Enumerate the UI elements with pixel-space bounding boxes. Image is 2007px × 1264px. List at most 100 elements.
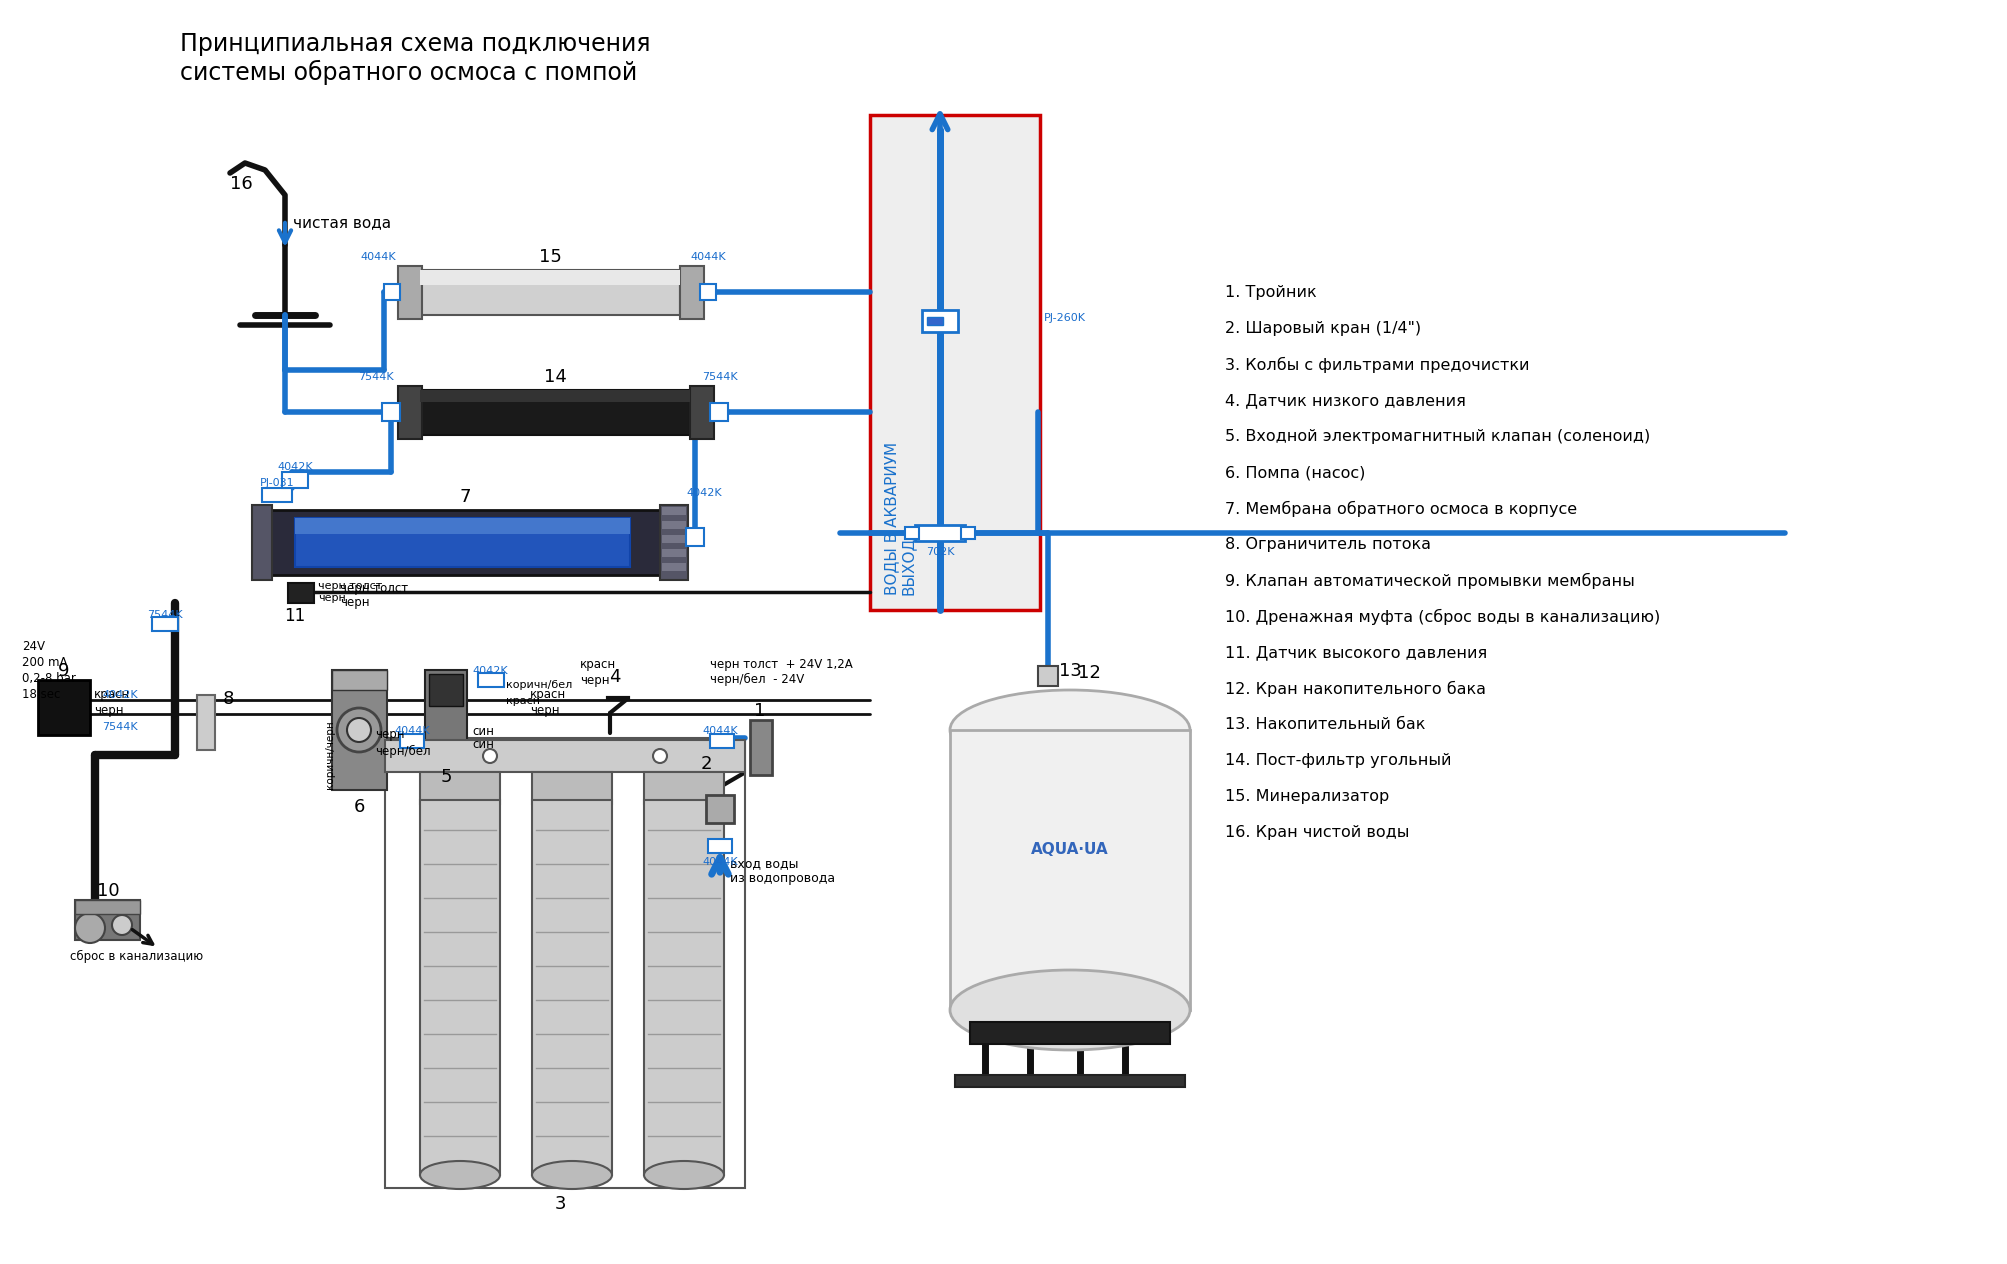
Bar bbox=[680, 265, 704, 319]
Text: 10. Дренажная муфта (сброс воды в канализацию): 10. Дренажная муфта (сброс воды в канали… bbox=[1224, 609, 1660, 626]
Text: 4042K: 4042K bbox=[472, 666, 508, 676]
Bar bbox=[478, 672, 504, 688]
Bar bbox=[905, 527, 919, 538]
Text: 6. Помпа (насос): 6. Помпа (насос) bbox=[1224, 465, 1365, 480]
Bar bbox=[385, 739, 745, 772]
Bar bbox=[419, 270, 680, 315]
Bar bbox=[869, 115, 1040, 611]
Bar bbox=[921, 310, 957, 332]
Text: 4042K: 4042K bbox=[686, 488, 721, 498]
Text: 5. Входной электромагнитный клапан (соленоид): 5. Входной электромагнитный клапан (соле… bbox=[1224, 428, 1650, 444]
Text: 7544K: 7544K bbox=[357, 372, 393, 382]
Text: 4042K: 4042K bbox=[102, 690, 138, 700]
Bar bbox=[74, 900, 140, 914]
Text: 12. Кран накопительного бака: 12. Кран накопительного бака bbox=[1224, 681, 1485, 698]
Text: черн: черн bbox=[580, 674, 610, 688]
Text: 10: 10 bbox=[96, 882, 118, 900]
Text: син: син bbox=[472, 738, 494, 751]
Text: 1. Тройник: 1. Тройник bbox=[1224, 284, 1317, 300]
Bar bbox=[662, 521, 686, 530]
Text: чистая вода: чистая вода bbox=[293, 215, 391, 230]
Text: 4044K: 4044K bbox=[702, 726, 737, 736]
Text: 0,2-8 bar: 0,2-8 bar bbox=[22, 672, 76, 685]
Bar bbox=[644, 772, 725, 804]
Text: 16. Кран чистой воды: 16. Кран чистой воды bbox=[1224, 825, 1409, 841]
Bar bbox=[385, 738, 745, 1188]
Text: 9: 9 bbox=[58, 662, 70, 680]
Bar bbox=[949, 731, 1190, 1010]
Text: красн: красн bbox=[530, 688, 566, 702]
Bar bbox=[38, 680, 90, 734]
Bar bbox=[662, 549, 686, 557]
Circle shape bbox=[652, 750, 666, 763]
Bar bbox=[261, 488, 291, 502]
Bar bbox=[751, 720, 771, 775]
Bar bbox=[153, 617, 179, 631]
Bar bbox=[331, 670, 387, 790]
Circle shape bbox=[112, 915, 132, 935]
Text: 4. Датчик низкого давления: 4. Датчик низкого давления bbox=[1224, 393, 1465, 408]
Text: 5: 5 bbox=[440, 769, 452, 786]
Bar bbox=[690, 386, 714, 439]
Text: ВЫХОД: ВЫХОД bbox=[899, 537, 915, 595]
Text: 14: 14 bbox=[544, 368, 566, 386]
Bar bbox=[532, 772, 612, 804]
Text: 7: 7 bbox=[460, 488, 470, 506]
Text: черн: черн bbox=[530, 704, 560, 717]
Text: 4042K: 4042K bbox=[277, 463, 313, 471]
Text: 3: 3 bbox=[554, 1194, 566, 1213]
Bar bbox=[700, 284, 716, 300]
Bar bbox=[399, 734, 423, 748]
Ellipse shape bbox=[532, 1162, 612, 1189]
Bar bbox=[927, 317, 943, 325]
Bar bbox=[662, 562, 686, 571]
Text: 13. Накопительный бак: 13. Накопительный бак bbox=[1224, 717, 1425, 732]
Bar bbox=[331, 670, 387, 690]
Bar bbox=[961, 527, 975, 538]
Bar bbox=[915, 525, 965, 541]
Text: 2. Шаровый кран (1/4"): 2. Шаровый кран (1/4") bbox=[1224, 321, 1421, 336]
Text: 12: 12 bbox=[1078, 664, 1100, 683]
Bar bbox=[425, 670, 468, 760]
Text: коричн/черн: коричн/черн bbox=[325, 720, 335, 789]
Bar bbox=[419, 772, 500, 804]
Text: 4044K: 4044K bbox=[690, 252, 725, 262]
Text: 200 mA: 200 mA bbox=[22, 656, 68, 669]
Bar bbox=[644, 800, 725, 1176]
Text: 4044K: 4044K bbox=[393, 726, 429, 736]
Bar bbox=[662, 535, 686, 544]
Bar bbox=[397, 386, 421, 439]
Text: 7. Мембрана обратного осмоса в корпусе: 7. Мембрана обратного осмоса в корпусе bbox=[1224, 501, 1575, 517]
Text: 11. Датчик высокого давления: 11. Датчик высокого давления bbox=[1224, 645, 1487, 660]
Text: 7544K: 7544K bbox=[102, 722, 138, 732]
Bar bbox=[419, 391, 690, 435]
Text: 15. Минерализатор: 15. Минерализатор bbox=[1224, 789, 1389, 804]
Ellipse shape bbox=[644, 1162, 725, 1189]
Bar bbox=[708, 839, 733, 853]
Text: 8. Ограничитель потока: 8. Ограничитель потока bbox=[1224, 537, 1431, 552]
Text: 16: 16 bbox=[231, 174, 253, 193]
Text: 7544K: 7544K bbox=[702, 372, 737, 382]
Text: 14. Пост-фильтр угольный: 14. Пост-фильтр угольный bbox=[1224, 753, 1451, 769]
Text: 1: 1 bbox=[755, 702, 765, 720]
Text: 2: 2 bbox=[700, 755, 710, 774]
Bar bbox=[710, 403, 729, 421]
Text: 6: 6 bbox=[353, 798, 365, 817]
Text: 7544K: 7544K bbox=[147, 611, 183, 621]
Bar bbox=[955, 1074, 1184, 1087]
Text: син: син bbox=[472, 726, 494, 738]
Bar bbox=[419, 391, 690, 402]
Bar bbox=[419, 800, 500, 1176]
Text: 15: 15 bbox=[538, 248, 562, 265]
Bar bbox=[269, 509, 660, 575]
Text: 4044K: 4044K bbox=[359, 252, 395, 262]
Text: вход воды
из водопровода: вход воды из водопровода bbox=[731, 857, 835, 885]
Text: 9. Клапан автоматической промывки мембраны: 9. Клапан автоматической промывки мембра… bbox=[1224, 573, 1634, 589]
Text: черн толст: черн толст bbox=[339, 581, 407, 595]
Ellipse shape bbox=[949, 690, 1190, 770]
Bar bbox=[287, 583, 313, 603]
Circle shape bbox=[337, 708, 381, 752]
Text: Принципиальная схема подключения: Принципиальная схема подключения bbox=[181, 32, 650, 56]
Text: PJ-031: PJ-031 bbox=[259, 478, 295, 488]
Circle shape bbox=[74, 913, 104, 943]
